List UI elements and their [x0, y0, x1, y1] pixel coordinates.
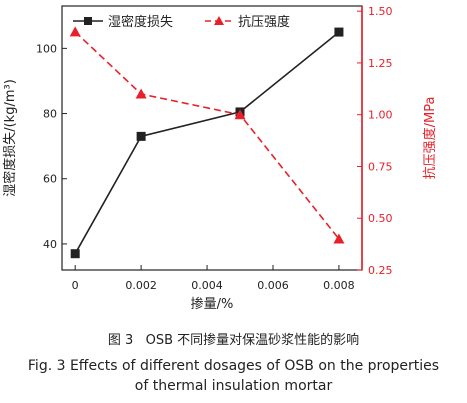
- x-axis-ticks: 0 0.002 0.004 0.006 0.008: [72, 265, 355, 292]
- left-y-tick-label: 100: [36, 42, 57, 55]
- figure-caption-chinese: 图 3 OSB 不同掺量对保温砂浆性能的影响: [107, 333, 360, 348]
- right-y-axis-ticks: 0.25 0.50 0.75 1.00 1.25 1.50: [357, 5, 393, 277]
- density-loss-point: [136, 131, 146, 141]
- left-y-axis-title: 湿密度损失/(kg/m³): [2, 79, 18, 197]
- left-y-axis-ticks: 40 60 80 100: [36, 42, 67, 251]
- compressive-strength-line: [74, 31, 340, 240]
- right-y-tick-label: 1.00: [368, 109, 393, 122]
- x-tick-label: 0.008: [323, 279, 355, 292]
- plot-frame: [61, 5, 363, 271]
- legend-label-density: 湿密度损失: [108, 14, 173, 30]
- caption-english-line-1: Fig. 3 Effects of different dosages of O…: [27, 358, 440, 374]
- left-y-tick-label: 60: [43, 173, 57, 186]
- legend-label-strength: 抗压强度: [238, 14, 290, 30]
- x-tick-label: 0.002: [125, 279, 157, 292]
- right-y-tick-label: 1.25: [368, 57, 393, 70]
- caption-english-line-2: of thermal insulation mortar: [134, 378, 333, 394]
- x-axis-title: 掺量/%: [191, 296, 234, 312]
- figure-caption-english: Fig. 3 Effects of different dosages of O…: [6, 356, 461, 396]
- density-loss-point: [70, 249, 80, 259]
- compressive-strength-point: [135, 88, 147, 99]
- x-tick-label: 0.004: [191, 279, 223, 292]
- right-y-tick-label: 0.50: [368, 212, 393, 225]
- compressive-strength-point: [69, 26, 81, 37]
- right-y-tick-label: 1.50: [368, 5, 393, 18]
- left-y-tick-label: 80: [43, 108, 57, 121]
- left-y-tick-label: 40: [43, 238, 57, 251]
- right-y-axis-title: 抗压强度/MPa: [422, 97, 438, 180]
- right-y-tick-label: 0.75: [368, 160, 393, 173]
- compressive-strength-point: [333, 233, 345, 244]
- right-y-tick-label: 0.25: [368, 264, 393, 277]
- x-tick-label: 0.006: [257, 279, 289, 292]
- compressive-strength-point: [234, 109, 246, 120]
- density-loss-point: [334, 27, 344, 37]
- density-loss-line: [74, 31, 340, 255]
- legend: 湿密度损失 抗压强度: [73, 14, 290, 30]
- series-group: [69, 26, 345, 259]
- x-tick-label: 0: [72, 279, 79, 292]
- dual-axis-line-chart: 0 0.002 0.004 0.006 0.008 40 60 80 100 0.25 0.50…: [2, 5, 438, 312]
- legend-square-marker: [84, 17, 92, 25]
- legend-triangle-marker: [214, 16, 224, 25]
